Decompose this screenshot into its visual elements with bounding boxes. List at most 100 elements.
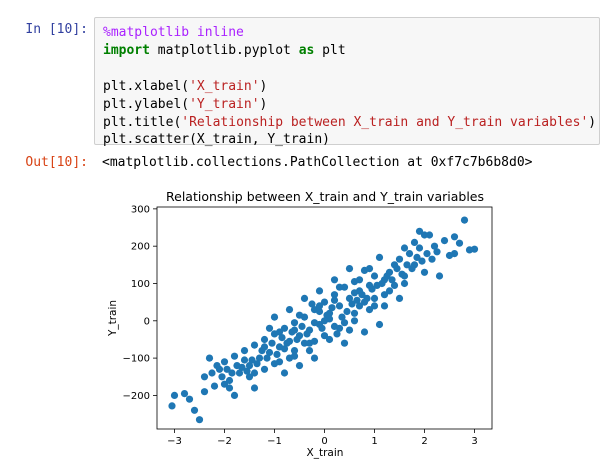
scatter-point: [170, 391, 179, 399]
scatter-point: [263, 354, 271, 362]
import-alias: plt: [314, 43, 346, 58]
scatter-point: [315, 307, 324, 316]
scatter-point: [343, 307, 351, 316]
scatter-point: [420, 268, 429, 276]
scatter-point: [408, 265, 416, 273]
scatter-point: [315, 302, 324, 310]
code-line-1: %matplotlib inline: [103, 24, 244, 42]
x-tick-label: −3: [167, 436, 182, 447]
x-tick-label: −2: [217, 436, 232, 447]
scatter-point: [460, 216, 469, 224]
scatter-point: [305, 347, 314, 355]
scatter-point: [200, 388, 209, 396]
xlabel-close: ): [259, 79, 268, 94]
scatter-point: [395, 255, 404, 263]
scatter-point: [315, 287, 324, 295]
scatter-plot: Relationship between X_train and Y_train…: [107, 189, 493, 459]
scatter-point: [430, 242, 439, 250]
magic-command: %matplotlib inline: [103, 25, 244, 40]
scatter-point: [403, 261, 411, 269]
scatter-point: [350, 289, 359, 297]
scatter-point: [355, 302, 364, 310]
scatter-point: [233, 362, 241, 370]
code-line-4: plt.xlabel('X_train'): [103, 78, 267, 96]
scatter-point: [420, 231, 429, 239]
scatter-point: [353, 296, 361, 304]
scatter-call: plt.scatter(X_train, Y_train): [103, 132, 330, 147]
scatter-point: [323, 311, 331, 319]
code-cell-editor[interactable]: %matplotlib inline import matplotlib.pyp…: [94, 17, 600, 147]
scatter-point: [223, 365, 231, 373]
scatter-point: [310, 319, 319, 327]
scatter-point: [368, 285, 376, 293]
scatter-point: [225, 384, 234, 392]
scatter-point: [268, 339, 276, 347]
scatter-point: [330, 276, 339, 284]
scatter-point: [225, 376, 234, 385]
scatter-point: [290, 326, 299, 334]
scatter-point: [370, 272, 379, 280]
x-tick-label: 3: [471, 436, 477, 447]
scatter-point: [385, 287, 394, 295]
scatter-point: [290, 347, 299, 355]
scatter-point: [378, 279, 386, 288]
scatter-point: [250, 384, 259, 392]
scatter-point: [250, 341, 259, 349]
y-tick-label: −100: [123, 354, 150, 365]
scatter-point: [300, 339, 309, 347]
scatter-point: [220, 380, 229, 388]
x-tick-label: 2: [421, 436, 427, 447]
scatter-point: [240, 347, 249, 355]
scatter-point: [318, 324, 326, 332]
scatter-point: [338, 313, 346, 321]
scatter-point: [300, 294, 309, 302]
scatter-point: [335, 302, 344, 310]
scatter-point: [330, 322, 339, 330]
scatter-point: [218, 373, 226, 381]
y-tick-label: 0: [144, 316, 150, 327]
x-tick-label: 0: [321, 436, 327, 447]
keyword-as: as: [298, 43, 315, 58]
scatter-point: [278, 334, 286, 342]
scatter-point: [380, 291, 389, 299]
scatter-point: [423, 250, 431, 258]
scatter-point: [358, 291, 366, 299]
scatter-point: [428, 255, 436, 263]
scatter-point: [360, 298, 369, 306]
scatter-point: [335, 283, 344, 291]
scatter-point: [260, 343, 269, 351]
x-axis-ticks: −3 −2 −1 0 1 2 3: [167, 429, 478, 447]
scatter-point: [303, 330, 311, 338]
scatter-point: [380, 302, 389, 310]
input-prompt: In [10]:: [25, 22, 88, 37]
scatter-point: [333, 330, 341, 338]
scatter-point: [418, 257, 426, 265]
scatter-point: [245, 373, 254, 381]
ylabel-string: 'Y_train': [189, 97, 260, 112]
scatter-point: [450, 233, 459, 241]
scatter-point: [400, 244, 409, 252]
output-repr: <matplotlib.collections.PathCollection a…: [102, 155, 533, 170]
scatter-point: [393, 265, 401, 273]
code-line-7: plt.scatter(X_train, Y_train): [103, 131, 330, 149]
scatter-point: [205, 354, 214, 362]
scatter-point: [350, 309, 359, 317]
scatter-point: [260, 365, 269, 373]
scatter-point: [280, 369, 289, 377]
chart-title: Relationship between X_train and Y_train…: [166, 189, 484, 204]
scatter-point: [370, 294, 379, 302]
scatter-point: [360, 328, 369, 336]
scatter-point: [340, 319, 349, 327]
x-axis-label: X_train: [307, 447, 344, 459]
scatter-point: [240, 356, 249, 364]
scatter-point: [293, 335, 301, 344]
scatter-point: [345, 326, 354, 334]
scatter-point: [180, 390, 189, 398]
scatter-point: [195, 416, 204, 424]
scatter-point: [270, 313, 279, 321]
scatter-point: [220, 358, 229, 366]
scatter-point: [320, 298, 329, 306]
scatter-point: [280, 324, 289, 332]
scatter-point: [348, 300, 356, 308]
xlabel-call: plt.xlabel(: [103, 79, 190, 94]
